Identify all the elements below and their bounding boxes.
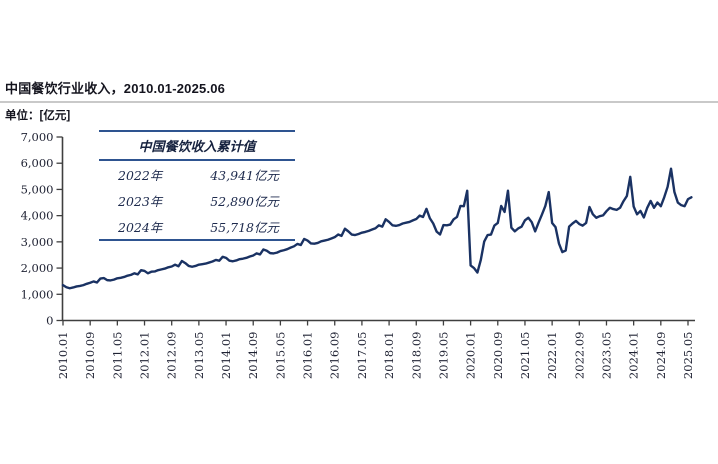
svg-text:2014.09: 2014.09 (246, 332, 260, 380)
svg-text:7,000: 7,000 (21, 130, 54, 144)
year-cell: 2023年 (118, 193, 163, 209)
unit-label: 单位：[亿元] (5, 110, 71, 122)
svg-text:2021.05: 2021.05 (518, 332, 532, 380)
value-cell: 55,718亿元 (210, 219, 279, 235)
summary-table-title: 中国餐饮收入累计值 (99, 130, 295, 161)
svg-text:2019.05: 2019.05 (436, 332, 450, 380)
title-rule (0, 101, 718, 103)
svg-text:2020.09: 2020.09 (491, 332, 505, 380)
svg-text:2011.05: 2011.05 (110, 332, 124, 380)
svg-text:1,000: 1,000 (21, 287, 54, 301)
summary-table: 中国餐饮收入累计值 2022年 43,941亿元 2023年 52,890亿元 … (99, 130, 295, 241)
svg-text:2014.01: 2014.01 (219, 332, 233, 380)
svg-text:2017.05: 2017.05 (355, 332, 369, 380)
svg-text:3,000: 3,000 (21, 235, 54, 249)
table-row: 2023年 52,890亿元 (99, 187, 295, 213)
svg-text:2016.01: 2016.01 (301, 332, 315, 380)
value-cell: 43,941亿元 (210, 167, 279, 183)
svg-text:2022.09: 2022.09 (572, 332, 586, 380)
value-cell: 52,890亿元 (210, 193, 279, 209)
svg-text:2012.01: 2012.01 (138, 332, 152, 380)
svg-text:2020.01: 2020.01 (464, 332, 478, 380)
svg-text:2015.05: 2015.05 (273, 332, 287, 380)
year-cell: 2024年 (118, 219, 163, 235)
year-cell: 2022年 (118, 167, 163, 183)
svg-text:2025.05: 2025.05 (681, 332, 695, 380)
table-row: 2024年 55,718亿元 (99, 213, 295, 239)
svg-text:2010.09: 2010.09 (83, 332, 97, 380)
svg-text:2022.01: 2022.01 (545, 332, 559, 380)
svg-text:5,000: 5,000 (21, 182, 54, 196)
svg-text:2024.09: 2024.09 (654, 332, 668, 380)
svg-text:2018.09: 2018.09 (409, 332, 423, 380)
svg-text:2012.09: 2012.09 (165, 332, 179, 380)
svg-text:2023.05: 2023.05 (599, 332, 613, 380)
table-row: 2022年 43,941亿元 (99, 161, 295, 187)
svg-text:2,000: 2,000 (21, 261, 54, 275)
chart-title: 中国餐饮行业收入，2010.01-2025.06 (5, 81, 226, 96)
svg-text:6,000: 6,000 (21, 156, 54, 170)
svg-text:2016.09: 2016.09 (328, 332, 342, 380)
svg-text:4,000: 4,000 (21, 209, 54, 223)
svg-text:2013.05: 2013.05 (192, 332, 206, 380)
svg-text:2010.01: 2010.01 (56, 332, 70, 380)
svg-text:0: 0 (46, 314, 53, 328)
svg-text:2024.01: 2024.01 (627, 332, 641, 380)
svg-text:2018.01: 2018.01 (382, 332, 396, 380)
